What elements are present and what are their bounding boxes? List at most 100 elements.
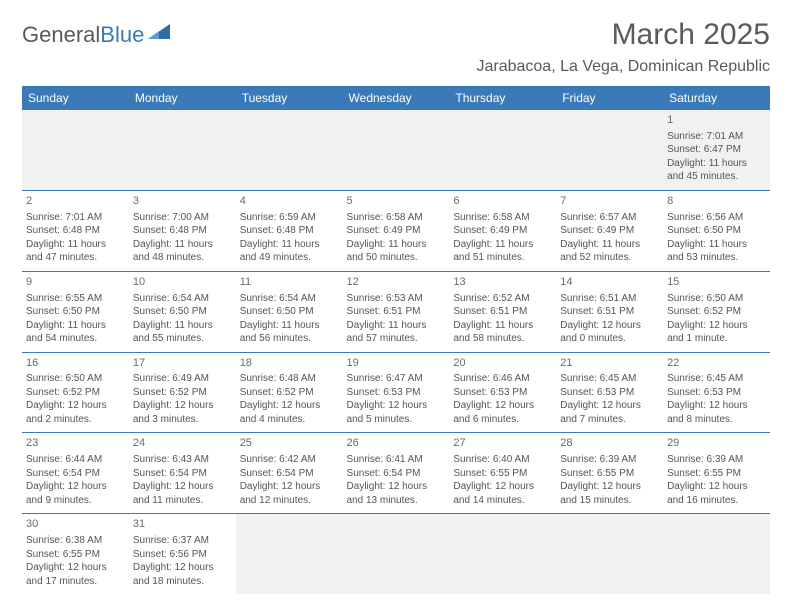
- daylight-line: Daylight: 11 hours and 47 minutes.: [26, 238, 125, 265]
- day-number: 21: [560, 356, 659, 371]
- dayname-thursday: Thursday: [449, 86, 556, 110]
- day-number: 3: [133, 194, 232, 209]
- daylight-line: Daylight: 12 hours and 2 minutes.: [26, 399, 125, 426]
- sunrise-line: Sunrise: 6:58 AM: [347, 211, 446, 225]
- day-number: 27: [453, 436, 552, 451]
- day-number: 6: [453, 194, 552, 209]
- daylight-line: Daylight: 12 hours and 11 minutes.: [133, 480, 232, 507]
- day-cell: 19Sunrise: 6:47 AMSunset: 6:53 PMDayligh…: [343, 352, 450, 433]
- sunrise-line: Sunrise: 6:42 AM: [240, 453, 339, 467]
- sunset-line: Sunset: 6:49 PM: [453, 224, 552, 238]
- daylight-line: Daylight: 12 hours and 14 minutes.: [453, 480, 552, 507]
- empty-cell: [449, 110, 556, 190]
- day-cell: 17Sunrise: 6:49 AMSunset: 6:52 PMDayligh…: [129, 352, 236, 433]
- day-number: 31: [133, 517, 232, 532]
- sunset-line: Sunset: 6:51 PM: [347, 305, 446, 319]
- daylight-line: Daylight: 12 hours and 8 minutes.: [667, 399, 766, 426]
- page-header: GeneralBlue March 2025 Jarabacoa, La Veg…: [22, 18, 770, 76]
- sunset-line: Sunset: 6:51 PM: [560, 305, 659, 319]
- sunrise-line: Sunrise: 6:44 AM: [26, 453, 125, 467]
- day-cell: 4Sunrise: 6:59 AMSunset: 6:48 PMDaylight…: [236, 190, 343, 271]
- sunrise-line: Sunrise: 6:47 AM: [347, 372, 446, 386]
- sunrise-line: Sunrise: 6:39 AM: [560, 453, 659, 467]
- day-number: 18: [240, 356, 339, 371]
- day-number: 7: [560, 194, 659, 209]
- day-number: 1: [667, 113, 766, 128]
- day-cell: 6Sunrise: 6:58 AMSunset: 6:49 PMDaylight…: [449, 190, 556, 271]
- sunset-line: Sunset: 6:55 PM: [667, 467, 766, 481]
- sunset-line: Sunset: 6:53 PM: [560, 386, 659, 400]
- day-number: 25: [240, 436, 339, 451]
- sunrise-line: Sunrise: 6:57 AM: [560, 211, 659, 225]
- sunset-line: Sunset: 6:54 PM: [347, 467, 446, 481]
- day-number: 24: [133, 436, 232, 451]
- day-cell: 18Sunrise: 6:48 AMSunset: 6:52 PMDayligh…: [236, 352, 343, 433]
- sunrise-line: Sunrise: 6:54 AM: [133, 292, 232, 306]
- sunrise-line: Sunrise: 6:54 AM: [240, 292, 339, 306]
- sunset-line: Sunset: 6:47 PM: [667, 143, 766, 157]
- sunset-line: Sunset: 6:50 PM: [667, 224, 766, 238]
- day-number: 22: [667, 356, 766, 371]
- daylight-line: Daylight: 12 hours and 7 minutes.: [560, 399, 659, 426]
- day-number: 10: [133, 275, 232, 290]
- day-number: 15: [667, 275, 766, 290]
- sunset-line: Sunset: 6:52 PM: [26, 386, 125, 400]
- sunrise-line: Sunrise: 6:50 AM: [667, 292, 766, 306]
- day-number: 16: [26, 356, 125, 371]
- day-cell: 8Sunrise: 6:56 AMSunset: 6:50 PMDaylight…: [663, 190, 770, 271]
- day-cell: 2Sunrise: 7:01 AMSunset: 6:48 PMDaylight…: [22, 190, 129, 271]
- daylight-line: Daylight: 12 hours and 12 minutes.: [240, 480, 339, 507]
- empty-cell: [129, 110, 236, 190]
- daylight-line: Daylight: 11 hours and 50 minutes.: [347, 238, 446, 265]
- daylight-line: Daylight: 12 hours and 3 minutes.: [133, 399, 232, 426]
- week-row: 1Sunrise: 7:01 AMSunset: 6:47 PMDaylight…: [22, 110, 770, 190]
- daylight-line: Daylight: 12 hours and 15 minutes.: [560, 480, 659, 507]
- sunset-line: Sunset: 6:50 PM: [240, 305, 339, 319]
- daylight-line: Daylight: 11 hours and 51 minutes.: [453, 238, 552, 265]
- day-cell: 10Sunrise: 6:54 AMSunset: 6:50 PMDayligh…: [129, 271, 236, 352]
- daylight-line: Daylight: 11 hours and 54 minutes.: [26, 319, 125, 346]
- week-row: 2Sunrise: 7:01 AMSunset: 6:48 PMDaylight…: [22, 190, 770, 271]
- daylight-line: Daylight: 11 hours and 57 minutes.: [347, 319, 446, 346]
- sunrise-line: Sunrise: 6:52 AM: [453, 292, 552, 306]
- day-cell: 14Sunrise: 6:51 AMSunset: 6:51 PMDayligh…: [556, 271, 663, 352]
- sunrise-line: Sunrise: 6:56 AM: [667, 211, 766, 225]
- sunset-line: Sunset: 6:55 PM: [560, 467, 659, 481]
- day-cell: 31Sunrise: 6:37 AMSunset: 6:56 PMDayligh…: [129, 514, 236, 594]
- day-cell: 1Sunrise: 7:01 AMSunset: 6:47 PMDaylight…: [663, 110, 770, 190]
- sunrise-line: Sunrise: 6:45 AM: [667, 372, 766, 386]
- day-cell: 12Sunrise: 6:53 AMSunset: 6:51 PMDayligh…: [343, 271, 450, 352]
- day-cell: 25Sunrise: 6:42 AMSunset: 6:54 PMDayligh…: [236, 433, 343, 514]
- sunrise-line: Sunrise: 6:46 AM: [453, 372, 552, 386]
- day-cell: 11Sunrise: 6:54 AMSunset: 6:50 PMDayligh…: [236, 271, 343, 352]
- day-cell: 21Sunrise: 6:45 AMSunset: 6:53 PMDayligh…: [556, 352, 663, 433]
- sunset-line: Sunset: 6:51 PM: [453, 305, 552, 319]
- sunrise-line: Sunrise: 6:49 AM: [133, 372, 232, 386]
- sunrise-line: Sunrise: 7:00 AM: [133, 211, 232, 225]
- daylight-line: Daylight: 12 hours and 5 minutes.: [347, 399, 446, 426]
- sunrise-line: Sunrise: 6:45 AM: [560, 372, 659, 386]
- dayname-friday: Friday: [556, 86, 663, 110]
- day-number: 29: [667, 436, 766, 451]
- sunset-line: Sunset: 6:49 PM: [347, 224, 446, 238]
- sunset-line: Sunset: 6:54 PM: [133, 467, 232, 481]
- sunrise-line: Sunrise: 6:38 AM: [26, 534, 125, 548]
- sunset-line: Sunset: 6:53 PM: [453, 386, 552, 400]
- day-cell: 13Sunrise: 6:52 AMSunset: 6:51 PMDayligh…: [449, 271, 556, 352]
- day-number: 23: [26, 436, 125, 451]
- logo: GeneralBlue: [22, 22, 172, 48]
- sunrise-line: Sunrise: 6:40 AM: [453, 453, 552, 467]
- sunset-line: Sunset: 6:50 PM: [133, 305, 232, 319]
- sunset-line: Sunset: 6:52 PM: [240, 386, 339, 400]
- sunset-line: Sunset: 6:50 PM: [26, 305, 125, 319]
- daylight-line: Daylight: 11 hours and 48 minutes.: [133, 238, 232, 265]
- sunrise-line: Sunrise: 6:53 AM: [347, 292, 446, 306]
- sunset-line: Sunset: 6:56 PM: [133, 548, 232, 562]
- day-number: 20: [453, 356, 552, 371]
- daylight-line: Daylight: 12 hours and 6 minutes.: [453, 399, 552, 426]
- week-row: 23Sunrise: 6:44 AMSunset: 6:54 PMDayligh…: [22, 433, 770, 514]
- empty-cell: [556, 514, 663, 594]
- day-cell: 27Sunrise: 6:40 AMSunset: 6:55 PMDayligh…: [449, 433, 556, 514]
- sunrise-line: Sunrise: 7:01 AM: [667, 130, 766, 144]
- empty-cell: [236, 110, 343, 190]
